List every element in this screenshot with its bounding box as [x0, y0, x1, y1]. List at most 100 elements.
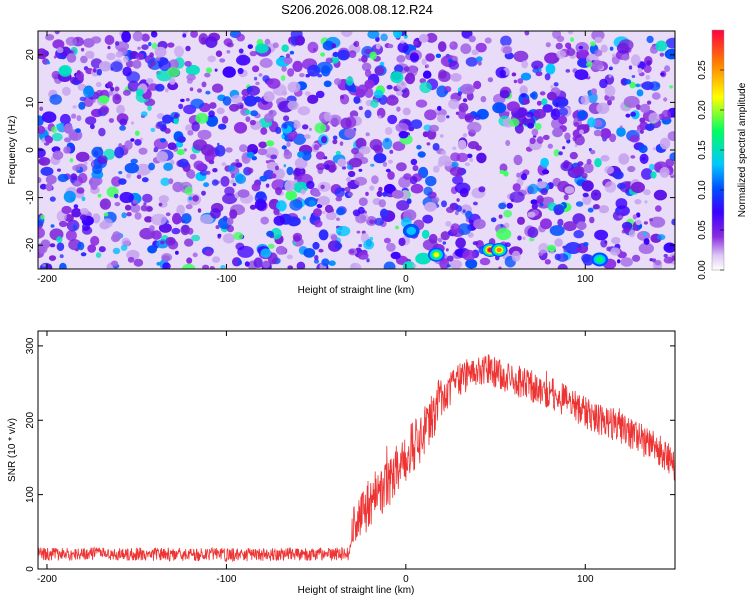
snr-series-line [38, 354, 675, 563]
heatmap-cell [467, 232, 474, 238]
heatmap-cell [573, 121, 580, 127]
heatmap-cell [513, 79, 518, 84]
heatmap-cell [59, 254, 64, 259]
x-tick-label: -200 [37, 274, 57, 285]
heatmap-cell [390, 251, 401, 260]
heatmap-cell [667, 131, 675, 142]
colorbar-gradient [712, 30, 724, 270]
heatmap-cell [552, 31, 562, 39]
heatmap-cell [293, 235, 301, 242]
colorbar-tick-label: 0.25 [697, 60, 708, 80]
heatmap-cell [454, 182, 471, 194]
heatmap-cell [503, 209, 513, 218]
heatmap-cell [392, 141, 406, 152]
heatmap-cell [553, 204, 565, 215]
colorbar-label: Normalized spectral amplitude [737, 82, 748, 217]
heatmap-cell [118, 178, 127, 185]
heatmap-cell [249, 50, 257, 57]
heatmap-cell [521, 60, 529, 69]
heatmap-cell [415, 252, 432, 265]
heatmap-cell [391, 190, 404, 199]
heatmap-cell [499, 69, 506, 78]
heatmap-cell [238, 260, 242, 265]
heatmap-cell [98, 95, 110, 104]
heatmap-cell [140, 204, 148, 212]
heatmap-cell [114, 41, 120, 46]
heatmap-cell [62, 86, 71, 96]
heatmap-cell [594, 229, 609, 241]
heatmap-cell [201, 190, 206, 196]
heatmap-cell [237, 245, 254, 258]
heatmap-cell [636, 89, 644, 97]
heatmap-cell [641, 168, 653, 180]
heatmap-cell [511, 72, 517, 77]
heatmap-cell [655, 205, 662, 212]
heatmap-cell [371, 175, 379, 185]
heatmap-cell [583, 242, 589, 247]
heatmap-cell [314, 255, 319, 261]
heatmap-cell [259, 175, 268, 182]
heatmap-cell [363, 239, 375, 250]
heatmap-cell [383, 237, 391, 244]
heatmap-cell [341, 166, 347, 170]
heatmap-cell [628, 65, 633, 70]
heatmap-cell [460, 43, 472, 54]
heatmap-cell [79, 96, 86, 102]
heatmap-cell [353, 96, 361, 104]
heatmap-cell [283, 150, 293, 160]
heatmap-cell [509, 118, 520, 127]
heatmap-cell [78, 172, 88, 184]
heatmap-cell [233, 232, 244, 240]
heatmap-cell [201, 81, 207, 88]
heatmap-cell [590, 149, 596, 155]
heatmap-cell [531, 203, 538, 210]
heatmap-cell [114, 202, 121, 207]
heatmap-cell [127, 256, 135, 263]
heatmap-cell [190, 31, 198, 38]
heatmap-cell [97, 193, 102, 198]
heatmap-cell [645, 123, 655, 131]
heatmap-cell [258, 141, 268, 149]
heatmap-cell [652, 147, 657, 151]
heatmap-cell [320, 184, 325, 190]
heatmap-cell [197, 88, 202, 93]
heatmap-cell [307, 94, 319, 105]
heatmap-cell [246, 86, 253, 93]
heatmap-cell [260, 216, 270, 225]
heatmap-cell [221, 162, 227, 167]
heatmap-cell [528, 183, 539, 195]
heatmap-cell [540, 157, 549, 168]
heatmap-cell [126, 212, 132, 217]
heatmap-cell [56, 242, 65, 251]
heatmap-cell [65, 36, 78, 47]
heatmap-cell [477, 60, 482, 66]
heatmap-cell [330, 234, 338, 241]
heatmap-cell [141, 44, 149, 50]
heatmap-cell [312, 241, 320, 250]
heatmap-cell [125, 60, 134, 68]
heatmap-cell [451, 55, 458, 61]
heatmap-cell [65, 230, 77, 241]
heatmap-cell [315, 90, 325, 99]
heatmap-cell [39, 106, 44, 112]
heatmap-x-axis-label: Height of straight line (km) [298, 285, 415, 296]
heatmap-cell [496, 228, 512, 241]
heatmap-cell [554, 253, 561, 261]
heatmap-cell [207, 55, 216, 63]
heatmap-cell [519, 85, 528, 96]
heatmap-cell [348, 157, 363, 168]
heatmap-cell [331, 43, 337, 49]
heatmap-cell [48, 255, 57, 261]
heatmap-cell [140, 137, 143, 141]
heatmap-cell [492, 102, 507, 114]
heatmap-cell [600, 128, 612, 139]
heatmap-cell [293, 120, 301, 129]
heatmap-cell [476, 223, 480, 227]
heatmap-cell [184, 238, 194, 247]
heatmap-cell [313, 144, 320, 151]
heatmap-cell [175, 250, 179, 255]
heatmap-cell [426, 142, 431, 146]
heatmap-cell [158, 195, 169, 203]
heatmap-cell [174, 113, 179, 118]
heatmap-cell [632, 254, 641, 262]
